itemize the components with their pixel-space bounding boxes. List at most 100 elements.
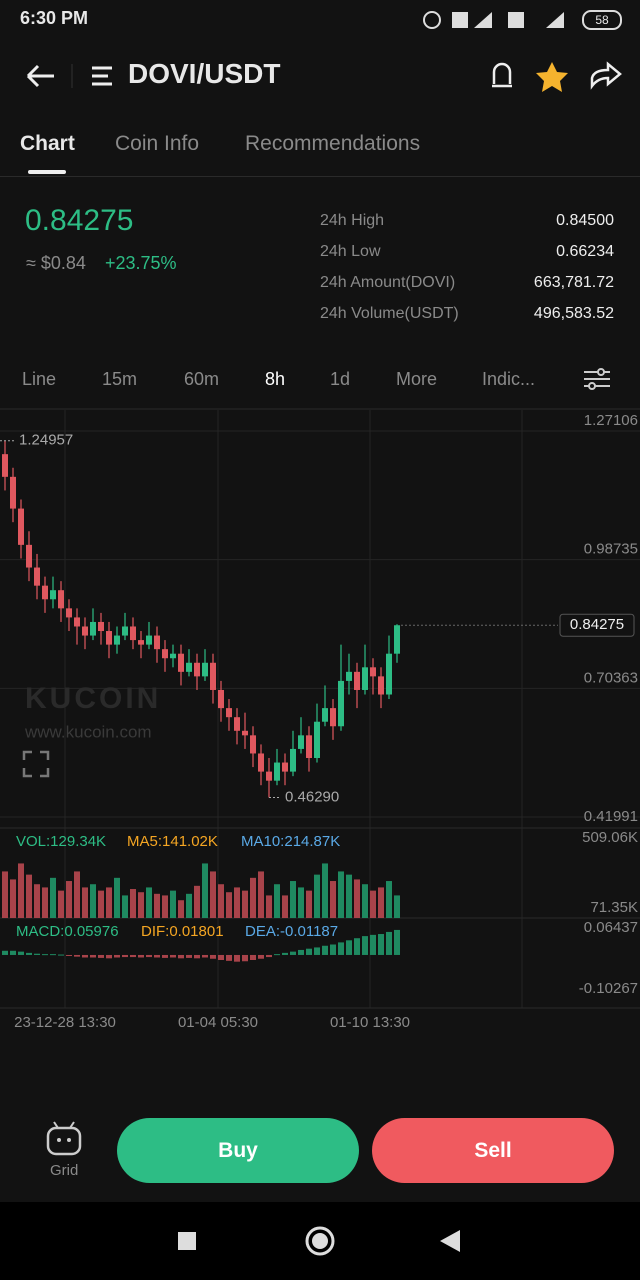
volume-bar [122, 895, 128, 918]
macd-bar [202, 954, 208, 958]
low-label: 0.46290 [285, 788, 339, 805]
candle-body [162, 649, 168, 659]
stat-label: 24h Amount(DOVI) [320, 274, 456, 291]
high-label: 1.24957 [19, 432, 73, 449]
candle-body [122, 626, 128, 636]
candle-body [98, 621, 104, 632]
candle-body [314, 721, 320, 759]
interval[interactable]: 15m [102, 369, 138, 389]
interval[interactable]: Line [22, 369, 57, 389]
macd-bar [362, 936, 368, 955]
volume-bar [210, 871, 216, 918]
vol-tick: 509.06K [582, 829, 638, 846]
volume-bar [82, 887, 88, 918]
volume-bar [322, 863, 328, 918]
x-label: 23-12-28 13:30 [14, 1014, 116, 1031]
macd-bar [210, 954, 216, 959]
macd-bar [90, 954, 96, 958]
candle-body [282, 762, 288, 772]
macd-bar [194, 954, 200, 959]
macd-bar [338, 942, 344, 955]
interval[interactable]: 60m [184, 369, 220, 389]
candle-body [298, 735, 304, 749]
candle-body [250, 735, 256, 754]
macd-bar [98, 954, 104, 958]
candle-body [370, 667, 376, 677]
status-icons [423, 11, 564, 29]
candle-body [322, 708, 328, 722]
dea-text: DEA:-0.01187 [245, 923, 338, 940]
macd-bar [170, 954, 176, 958]
macd-bar [290, 951, 296, 955]
volume-bar [378, 887, 384, 918]
back[interactable] [26, 64, 54, 88]
candle-body [138, 640, 144, 645]
candle-body [178, 653, 184, 672]
macd-bar [258, 954, 264, 959]
interval[interactable]: Indic... [482, 369, 536, 389]
tab-indicator [28, 170, 66, 174]
vol-tick: 71.35K [590, 899, 638, 916]
volume-bar [354, 879, 360, 918]
macd-bar [226, 954, 232, 961]
volume-bar [114, 877, 120, 918]
macd-bar [370, 934, 376, 955]
recents[interactable] [178, 1232, 196, 1250]
tab[interactable]: Recommendations [245, 132, 421, 155]
tab[interactable]: Coin Info [115, 132, 200, 155]
volume-bar [26, 874, 32, 918]
macd-bar [82, 954, 88, 958]
volume-bar [58, 890, 64, 918]
candle-body [90, 621, 96, 636]
volume-bar [250, 877, 256, 918]
interval[interactable]: 8h [265, 369, 286, 389]
candle-body [362, 667, 368, 690]
volume-bar [394, 895, 400, 918]
volume-bar [202, 863, 208, 918]
volume-bar [178, 900, 184, 918]
back-nav[interactable] [440, 1230, 460, 1252]
volume-bar [10, 879, 16, 918]
tab[interactable]: Chart [20, 132, 75, 155]
interval[interactable]: More [396, 369, 438, 389]
macd-bar [10, 950, 16, 955]
favorite[interactable] [536, 62, 568, 92]
volume-bar [170, 890, 176, 918]
share[interactable] [590, 61, 622, 90]
alert[interactable] [492, 62, 512, 88]
candle-body [202, 662, 208, 677]
candle-body [34, 567, 40, 586]
macd-bar [314, 947, 320, 955]
volume-bar [50, 877, 56, 918]
volume-bar [154, 893, 160, 918]
menu[interactable] [92, 66, 112, 86]
candle-body [338, 680, 344, 727]
macd-bar [250, 954, 256, 961]
interval[interactable]: 1d [330, 369, 351, 389]
price-tick: 1.27106 [584, 412, 638, 429]
macd-bar [106, 954, 112, 959]
candle-body [306, 735, 312, 759]
candle-body [50, 590, 56, 600]
settings[interactable] [582, 366, 612, 392]
macd-bar [394, 929, 400, 955]
volume-bar [346, 874, 352, 918]
macd-bar [138, 954, 144, 958]
volume-bar [162, 895, 168, 918]
grid-icon[interactable] [42, 1120, 88, 1160]
volume-bar [186, 893, 192, 918]
expand-icon[interactable] [22, 750, 50, 778]
macd-bar [34, 953, 40, 955]
home[interactable] [305, 1226, 335, 1256]
macd-bar [178, 954, 184, 959]
volume-bar [42, 887, 48, 918]
candle-body [210, 662, 216, 690]
change: +23.75% [105, 253, 177, 273]
macd-bar [346, 940, 352, 955]
buy-button[interactable]: Buy [117, 1118, 359, 1183]
macd-bar [114, 954, 120, 958]
macd-bar [186, 954, 192, 958]
sell-button[interactable]: Sell [372, 1118, 614, 1183]
macd-bar [306, 948, 312, 955]
